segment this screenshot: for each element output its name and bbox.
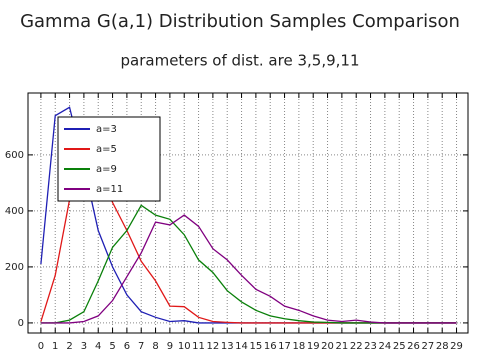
plot-frame bbox=[27, 92, 469, 334]
x-tick-label: 25 bbox=[393, 341, 406, 352]
x-tick-label: 0 bbox=[38, 341, 44, 352]
y-tick-label: 600 bbox=[5, 150, 24, 161]
x-tick-label: 5 bbox=[109, 341, 115, 352]
x-tick-label: 7 bbox=[138, 341, 144, 352]
x-tick-label: 2 bbox=[66, 341, 72, 352]
legend-box bbox=[57, 116, 161, 202]
x-tick-label: 20 bbox=[321, 341, 334, 352]
chart-subtitle: parameters of dist. are 3,5,9,11 bbox=[121, 52, 360, 70]
legend-label: a=3 bbox=[96, 124, 117, 135]
y-tick-label: 400 bbox=[5, 206, 24, 217]
x-tick-label: 14 bbox=[235, 341, 248, 352]
legend-label: a=9 bbox=[96, 164, 117, 175]
y-tick-label: 0 bbox=[18, 318, 24, 329]
x-tick-label: 22 bbox=[350, 341, 363, 352]
x-tick-label: 12 bbox=[207, 341, 220, 352]
x-tick-label: 26 bbox=[407, 341, 420, 352]
x-tick-label: 16 bbox=[264, 341, 277, 352]
x-tick-label: 8 bbox=[152, 341, 158, 352]
x-tick-label: 29 bbox=[450, 341, 463, 352]
x-tick-label: 18 bbox=[293, 341, 306, 352]
x-tick-label: 28 bbox=[436, 341, 449, 352]
x-tick-label: 10 bbox=[178, 341, 191, 352]
x-tick-label: 23 bbox=[364, 341, 377, 352]
legend-label: a=11 bbox=[96, 184, 123, 195]
x-tick-label: 15 bbox=[250, 341, 263, 352]
x-tick-label: 13 bbox=[221, 341, 234, 352]
x-tick-label: 19 bbox=[307, 341, 320, 352]
x-tick-label: 3 bbox=[81, 341, 87, 352]
x-tick-label: 27 bbox=[422, 341, 435, 352]
x-tick-label: 17 bbox=[278, 341, 291, 352]
x-tick-label: 1 bbox=[52, 341, 58, 352]
legend-label: a=5 bbox=[96, 144, 117, 155]
series-line bbox=[40, 204, 457, 324]
y-tick-label: 200 bbox=[5, 262, 24, 273]
x-tick-label: 21 bbox=[336, 341, 349, 352]
x-tick-label: 6 bbox=[124, 341, 130, 352]
x-tick-label: 24 bbox=[379, 341, 392, 352]
chart-title: Gamma G(a,1) Distribution Samples Compar… bbox=[20, 11, 460, 32]
x-tick-label: 9 bbox=[167, 341, 173, 352]
x-tick-label: 4 bbox=[95, 341, 101, 352]
x-tick-label: 11 bbox=[192, 341, 205, 352]
series-line bbox=[40, 214, 457, 324]
